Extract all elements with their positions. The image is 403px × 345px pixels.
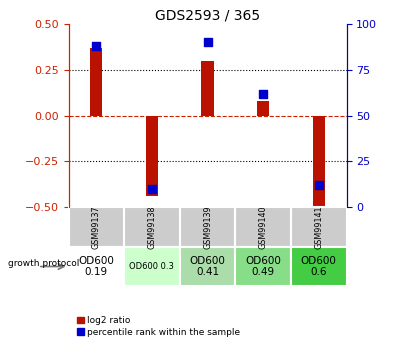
Bar (146, 116, 158, 196)
Bar (90, 48, 102, 116)
Text: OD600
0.19: OD600 0.19 (78, 256, 114, 277)
Point (204, 40, 211, 45)
Text: OD600
0.49: OD600 0.49 (245, 256, 281, 277)
Text: OD600
0.6: OD600 0.6 (301, 256, 337, 277)
Text: GSM99139: GSM99139 (203, 205, 212, 249)
Bar (291, 207, 347, 247)
Title: GDS2593 / 365: GDS2593 / 365 (155, 9, 260, 23)
Bar (180, 247, 235, 286)
Text: growth protocol: growth protocol (8, 258, 79, 268)
Point (93, 43, 100, 49)
Bar (180, 207, 235, 247)
Text: GSM99137: GSM99137 (92, 205, 101, 249)
Bar (257, 101, 269, 116)
Point (149, 186, 155, 191)
Bar (235, 207, 291, 247)
Text: GSM99138: GSM99138 (147, 205, 156, 249)
Bar (202, 61, 214, 116)
Legend: log2 ratio, percentile rank within the sample: log2 ratio, percentile rank within the s… (73, 313, 244, 341)
Bar (291, 247, 347, 286)
Bar (313, 116, 325, 207)
Bar (124, 207, 180, 247)
Bar (69, 207, 124, 247)
Text: GSM99141: GSM99141 (314, 205, 323, 249)
Text: GSM99140: GSM99140 (259, 205, 268, 249)
Text: OD600
0.41: OD600 0.41 (189, 256, 226, 277)
Text: OD600 0.3: OD600 0.3 (129, 262, 174, 271)
Bar (69, 247, 124, 286)
Bar (124, 247, 180, 286)
Point (316, 182, 322, 188)
Point (260, 91, 266, 96)
Bar (235, 247, 291, 286)
